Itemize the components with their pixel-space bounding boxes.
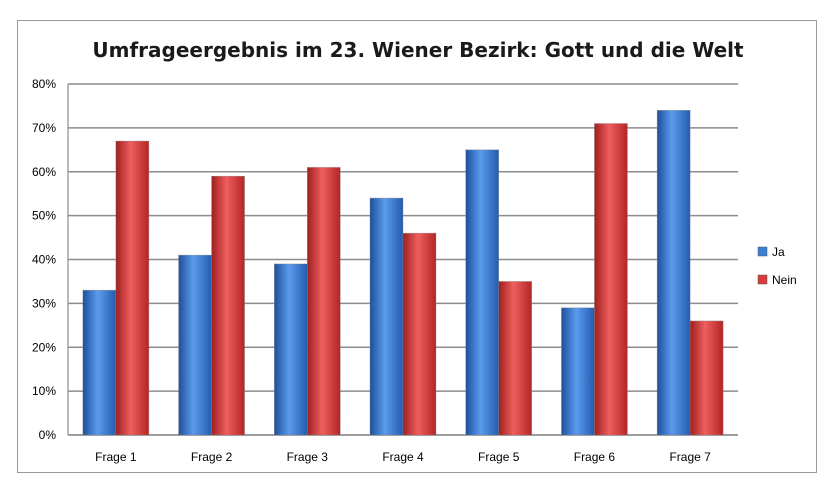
- bar-ja-7: [656, 110, 691, 436]
- bar-nein-4: [402, 232, 437, 436]
- bar-ja-1: [82, 289, 117, 436]
- x-tick-label: Frage 7: [669, 450, 711, 464]
- bar-ja-3: [273, 263, 308, 436]
- x-tick-label: Frage 4: [382, 450, 424, 464]
- y-axis: 0% 10% 20% 30% 40% 50% 60% 70% 80%: [32, 77, 56, 442]
- bar-nein-7: [689, 320, 724, 436]
- legend-swatch-nein: [757, 274, 768, 285]
- bar-nein-1: [115, 140, 150, 436]
- chart-title: Umfrageergebnis im 23. Wiener Bezirk: Go…: [92, 38, 744, 62]
- y-tick-label: 70%: [32, 121, 56, 135]
- legend-swatch-ja: [757, 246, 768, 257]
- y-tick-label: 10%: [32, 384, 56, 398]
- y-tick-label: 40%: [32, 253, 56, 267]
- bar-nein-5: [498, 281, 533, 436]
- x-tick-label: Frage 3: [287, 450, 329, 464]
- y-tick-label: 50%: [32, 209, 56, 223]
- bar-ja-5: [465, 149, 500, 436]
- y-tick-label: 30%: [32, 296, 56, 310]
- bar-ja-4: [369, 197, 404, 436]
- bar-ja-6: [561, 307, 595, 436]
- x-axis: Frage 1 Frage 2 Frage 3 Frage 4 Frage 5 Frage…: [95, 450, 711, 464]
- y-tick-label: 60%: [32, 165, 56, 179]
- x-tick-label: Frage 5: [478, 450, 520, 464]
- y-tick-label: 0%: [39, 428, 57, 442]
- legend-label-nein: Nein: [772, 273, 797, 287]
- bar-ja-2: [178, 254, 212, 436]
- y-tick-label: 20%: [32, 340, 56, 354]
- legend: Ja Nein: [757, 245, 797, 287]
- legend-label-ja: Ja: [772, 245, 785, 259]
- bars: [82, 110, 724, 436]
- x-tick-label: Frage 2: [191, 450, 233, 464]
- y-tick-label: 80%: [32, 77, 56, 91]
- x-tick-label: Frage 6: [574, 450, 616, 464]
- bar-nein-6: [594, 123, 628, 436]
- bar-nein-2: [211, 175, 245, 436]
- x-tick-label: Frage 1: [95, 450, 137, 464]
- bar-nein-3: [306, 167, 341, 436]
